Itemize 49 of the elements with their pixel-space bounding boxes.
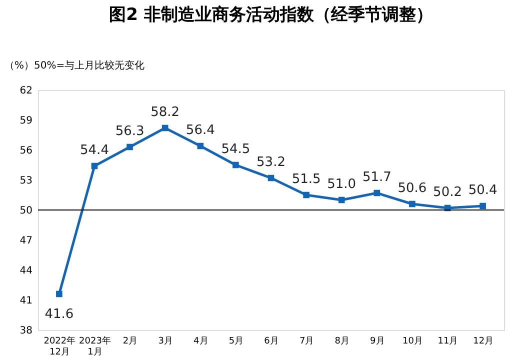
point: [126, 144, 133, 150]
y-tick-label: 59: [20, 116, 32, 126]
x-tick-label: 4月: [194, 336, 208, 346]
point: [162, 124, 168, 132]
x-tick-label: 10月: [402, 336, 423, 346]
x-tick-label: 5月: [228, 336, 244, 346]
y-tick-label: 53: [20, 176, 32, 186]
data-label: 50.4: [468, 183, 498, 198]
x-tick-label: 7月: [299, 336, 314, 346]
x-tick-label: 2023年 1月: [79, 336, 111, 358]
data-label: 50.2: [433, 185, 462, 200]
data-label: 58.2: [150, 105, 180, 120]
point: [338, 196, 345, 204]
point: [268, 174, 274, 182]
data-label: 54.4: [80, 143, 109, 158]
point: [303, 192, 310, 198]
data-label: 41.6: [44, 307, 74, 322]
data-label: 50.6: [398, 181, 427, 196]
x-tick-label: 11月: [438, 336, 458, 346]
data-label: 56.3: [115, 124, 144, 139]
y-tick-label: 62: [20, 86, 32, 96]
point: [480, 202, 486, 210]
data-label: 54.5: [221, 142, 250, 157]
y-tick-label: 44: [20, 266, 32, 276]
x-tick-label: 2月: [122, 336, 138, 346]
data-label: 53.2: [256, 155, 286, 170]
data-label: 56.4: [186, 123, 215, 138]
x-tick-label: 9月: [370, 336, 385, 346]
x-tick-label: 8月: [334, 336, 350, 346]
y-tick-label: 56: [20, 146, 32, 156]
data-label: 51.0: [327, 177, 356, 192]
data-label: 51.5: [292, 172, 321, 187]
x-tick-label: 6月: [264, 336, 279, 346]
data-label: 51.7: [362, 170, 392, 185]
point: [409, 200, 416, 208]
y-tick-label: 50: [20, 206, 32, 216]
y-tick-label: 47: [20, 236, 32, 246]
point: [56, 290, 62, 298]
y-tick-label: 38: [20, 326, 32, 336]
point: [232, 162, 239, 168]
x-tick-label: 2022年 12月: [44, 336, 76, 358]
x-tick-label: 12月: [473, 336, 494, 346]
chart-title: 图2 非制造业商务活动指数（经季节调整）: [109, 5, 433, 25]
point: [374, 190, 380, 196]
y-axis-title: （%）50%=与上月比较无变化: [4, 60, 145, 72]
y-tick-label: 41: [20, 296, 32, 306]
x-tick-label: 3月: [158, 336, 173, 346]
point: [91, 162, 98, 170]
point: [197, 142, 204, 150]
